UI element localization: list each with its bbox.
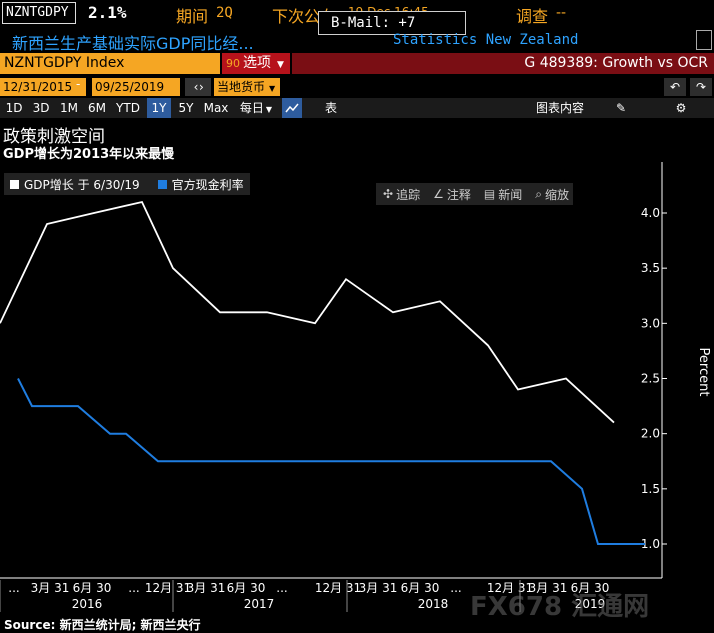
range-3d[interactable]: 3D xyxy=(32,101,50,115)
y-tick-label: 3.0 xyxy=(641,316,660,330)
legend-label-ocr: 官方现金利率 xyxy=(171,177,244,192)
bmail-notification[interactable]: B-Mail: +7 xyxy=(318,11,466,35)
dropdown-arrow-icon: ▼ xyxy=(265,105,273,114)
x-tick-label: 3月 31 xyxy=(529,581,568,595)
range-6m[interactable]: 6M xyxy=(88,101,106,115)
series-line-ocr[interactable] xyxy=(17,378,645,545)
gear-icon[interactable]: ⚙ xyxy=(675,101,687,115)
period-value: 2Q xyxy=(216,5,233,21)
y-tick-label: 2.0 xyxy=(641,427,660,441)
range-1m[interactable]: 1M xyxy=(60,101,78,115)
frequency-select[interactable]: 每日 ▼ xyxy=(234,98,278,118)
chart-tools: ✣ 追踪 ∠ 注释 ▤ 新闻 ⌕ 缩放 xyxy=(376,183,573,205)
x-tick-label: 6月 30 xyxy=(571,581,610,595)
annotate-button[interactable]: 注释 xyxy=(446,187,471,202)
ticker-field[interactable]: NZNTGDPY xyxy=(2,2,76,24)
news-button[interactable]: 新闻 xyxy=(498,187,523,202)
edit-icon[interactable]: ✎ xyxy=(615,101,627,115)
x-year-label: 2018 xyxy=(418,597,449,611)
crosshair-icon[interactable]: ✣ xyxy=(383,187,394,201)
survey-value: -- xyxy=(556,5,567,21)
zoom-button[interactable]: 缩放 xyxy=(544,187,569,202)
dropdown-arrow-icon: ▼ xyxy=(277,60,284,70)
x-tick-label: ... xyxy=(128,581,139,595)
end-date-field[interactable]: 09/25/2019 xyxy=(92,78,166,96)
trace-button[interactable]: 追踪 xyxy=(396,187,421,202)
x-tick-label: 3月 31 xyxy=(31,581,70,595)
redo-button[interactable]: ↷ xyxy=(690,78,712,96)
legend-swatch-ocr xyxy=(157,179,167,189)
legend-label-gdp: GDP增长 于 6/30/19 xyxy=(24,177,140,192)
currency-select[interactable]: 当地货币 ▼ xyxy=(214,78,280,96)
range-5y[interactable]: 5Y xyxy=(178,101,194,115)
x-tick-label: 12月 31 xyxy=(487,581,533,595)
options-label: 选项 xyxy=(243,55,271,71)
data-source: Statistics New Zealand xyxy=(393,32,579,48)
undo-button[interactable]: ↶ xyxy=(664,78,686,96)
x-tick-label: ... xyxy=(8,581,19,595)
date-separator: - xyxy=(76,77,81,91)
range-toolbar xyxy=(0,98,714,118)
x-year-label: 2016 xyxy=(72,597,103,611)
watermark: FX678 汇通网 xyxy=(470,592,650,622)
survey-label: 调查 xyxy=(516,7,549,26)
chart-legend: GDP增长 于 6/30/19 官方现金利率 xyxy=(4,173,250,195)
calendar-icon[interactable] xyxy=(166,78,180,96)
chart-content-button[interactable]: 图表内容 xyxy=(535,101,584,115)
security-field[interactable]: NZNTGDPY Index xyxy=(0,53,220,74)
options-number: 90 xyxy=(226,57,240,70)
series-line-gdp[interactable] xyxy=(0,200,615,424)
x-tick-label: 3月 31 xyxy=(359,581,398,595)
y-tick-label: 2.5 xyxy=(641,372,660,386)
x-tick-label: 6月 30 xyxy=(73,581,112,595)
period-label: 期间 xyxy=(176,7,209,26)
frequency-label: 每日 xyxy=(239,101,264,115)
chart-title-bar xyxy=(292,53,714,74)
line-chart-icon[interactable] xyxy=(282,98,302,118)
x-year-label: 2017 xyxy=(244,597,275,611)
news-icon[interactable]: ▤ xyxy=(483,187,496,201)
chart-title: G 489389: Growth vs OCR xyxy=(524,55,708,71)
y-tick-label: 3.5 xyxy=(641,261,660,275)
table-button[interactable]: 表 xyxy=(324,101,337,115)
range-1y[interactable]: 1Y xyxy=(147,98,171,118)
x-tick-label: 12月 31 xyxy=(145,581,191,595)
source-footnote: Source: 新西兰统计局; 新西兰央行 xyxy=(4,618,201,632)
x-tick-label: ... xyxy=(276,581,287,595)
chart-subheading: GDP增长为2013年以来最慢 xyxy=(3,147,175,162)
y-tick-label: 1.0 xyxy=(641,537,660,551)
range-1d[interactable]: 1D xyxy=(5,101,23,115)
calendar-icon[interactable] xyxy=(72,78,86,96)
start-date-field[interactable]: 12/31/2015 xyxy=(0,78,72,96)
annotate-icon[interactable]: ∠ xyxy=(433,187,444,201)
x-tick-label: 12月 31 xyxy=(315,581,361,595)
range-max[interactable]: Max xyxy=(203,101,229,115)
export-icon[interactable] xyxy=(696,30,712,50)
y-axis-label: Percent xyxy=(696,348,711,397)
x-tick-label: 6月 30 xyxy=(401,581,440,595)
x-tick-label: ... xyxy=(450,581,461,595)
dropdown-arrow-icon: ▼ xyxy=(269,84,276,93)
range-ytd[interactable]: YTD xyxy=(116,101,140,115)
chart-heading: 政策刺激空间 xyxy=(3,127,105,147)
x-tick-label: 3月 31 xyxy=(187,581,226,595)
ticker-value: 2.1% xyxy=(88,3,127,22)
x-tick-label: 6月 30 xyxy=(227,581,266,595)
x-year-label: 2019 xyxy=(575,597,606,611)
legend-swatch-gdp xyxy=(10,179,19,189)
zoom-icon[interactable]: ⌕ xyxy=(535,186,542,201)
next-arrow-icon[interactable]: › xyxy=(199,78,211,96)
currency-label: 当地货币 xyxy=(217,80,266,94)
options-button[interactable]: 90 选项 ▼ xyxy=(222,53,290,74)
y-tick-label: 4.0 xyxy=(641,206,660,220)
security-description: 新西兰生产基础实际GDP同比经... xyxy=(12,34,254,53)
y-tick-label: 1.5 xyxy=(641,482,660,496)
